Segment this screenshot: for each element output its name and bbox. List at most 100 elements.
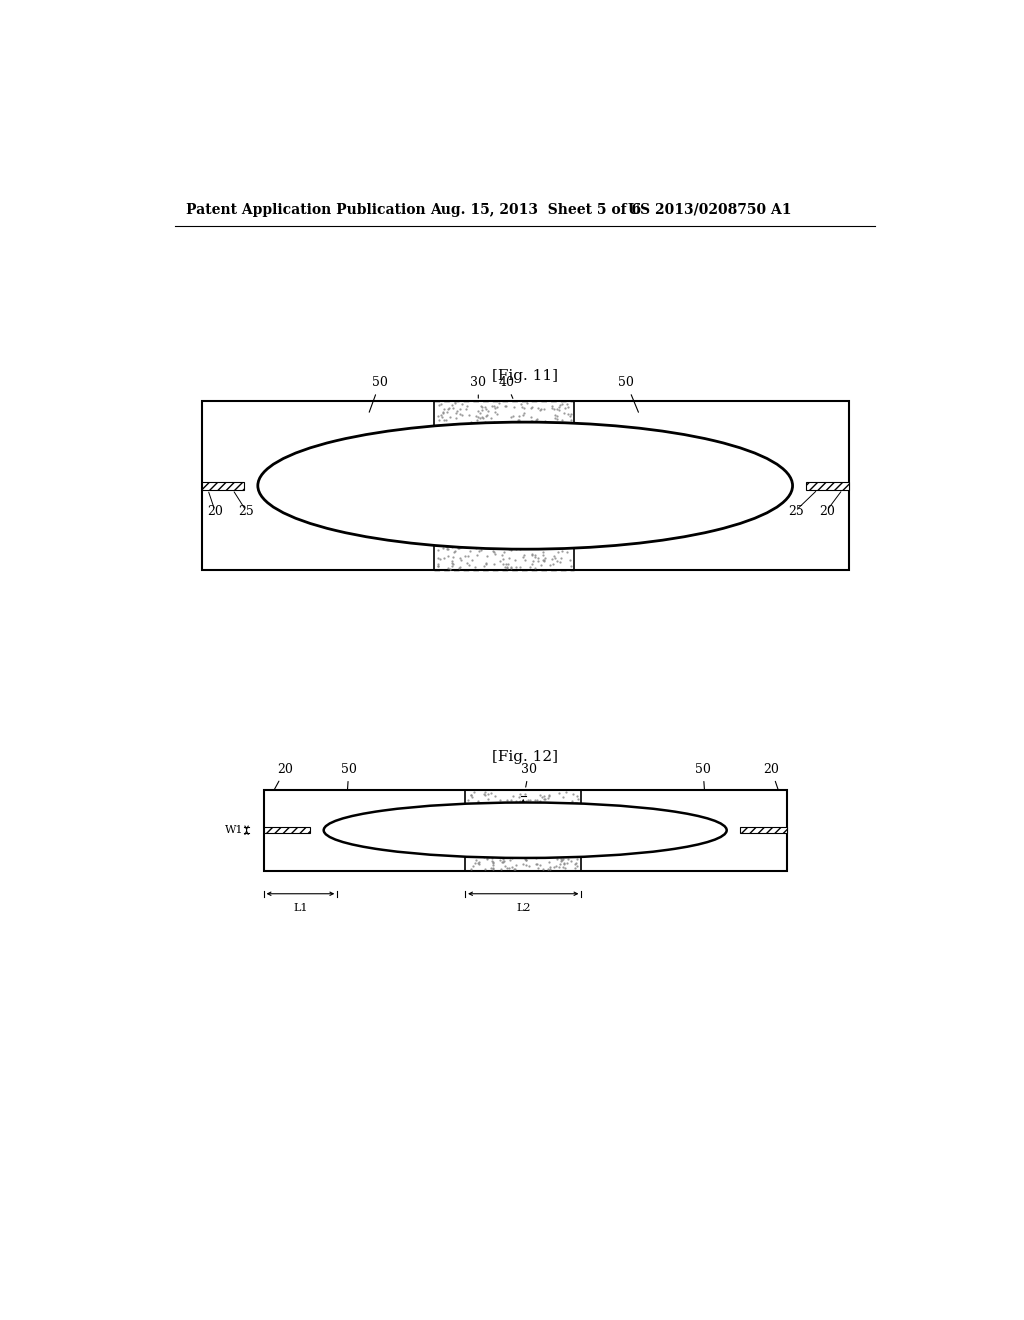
Point xyxy=(539,482,555,503)
Point xyxy=(527,817,544,838)
Point xyxy=(558,500,574,521)
Point xyxy=(538,510,554,531)
Point xyxy=(516,524,532,545)
Point xyxy=(497,855,513,876)
Point xyxy=(524,467,541,488)
Point xyxy=(536,843,552,865)
Point xyxy=(519,500,536,521)
Point xyxy=(469,544,485,565)
Point xyxy=(522,459,539,480)
Point xyxy=(450,459,466,480)
Point xyxy=(562,403,579,424)
Point xyxy=(504,807,520,828)
Point xyxy=(540,799,556,820)
Point xyxy=(539,459,555,480)
Bar xyxy=(202,401,849,570)
Point xyxy=(551,781,567,803)
Point xyxy=(449,462,465,483)
Point xyxy=(470,851,486,873)
Point xyxy=(475,513,492,535)
Point xyxy=(530,791,547,812)
Point xyxy=(562,510,579,531)
Point xyxy=(432,549,449,570)
Point xyxy=(504,512,520,533)
Point xyxy=(549,519,565,540)
Point xyxy=(504,473,520,494)
Point xyxy=(480,521,497,543)
Point xyxy=(509,507,525,528)
Point xyxy=(534,516,550,537)
Point xyxy=(440,496,457,517)
Point xyxy=(476,842,493,863)
Point xyxy=(515,517,531,539)
Point xyxy=(490,447,507,469)
Point xyxy=(502,516,518,537)
Point xyxy=(540,467,556,488)
Point xyxy=(457,504,473,525)
Point xyxy=(559,396,575,417)
Point xyxy=(520,812,537,833)
Point xyxy=(550,437,566,458)
Point xyxy=(483,796,500,817)
Point xyxy=(553,812,569,833)
Point xyxy=(492,841,508,862)
Point xyxy=(439,536,456,557)
Point xyxy=(487,422,504,444)
Point xyxy=(474,451,490,473)
Point xyxy=(476,846,493,867)
Point xyxy=(521,834,538,855)
Point xyxy=(561,812,578,833)
Point xyxy=(476,816,493,837)
Point xyxy=(565,805,582,826)
Point xyxy=(554,537,570,558)
Point xyxy=(483,850,500,871)
Point xyxy=(455,437,471,458)
Point xyxy=(498,458,514,479)
Point xyxy=(521,488,538,510)
Point xyxy=(431,499,447,520)
Point xyxy=(563,430,580,451)
Point xyxy=(469,529,485,550)
Point xyxy=(547,820,563,841)
Point xyxy=(511,816,527,837)
Point xyxy=(505,858,521,879)
Point xyxy=(518,463,535,484)
Point xyxy=(440,491,457,512)
Point xyxy=(476,396,493,417)
Point xyxy=(444,395,461,416)
Point xyxy=(525,843,542,865)
Point xyxy=(464,425,480,446)
Point xyxy=(552,395,568,416)
Point xyxy=(432,470,449,491)
Point xyxy=(509,824,525,845)
Point xyxy=(532,429,549,450)
Point xyxy=(428,499,444,520)
Point xyxy=(540,845,556,866)
Point xyxy=(554,495,570,516)
Point xyxy=(537,455,553,477)
Point xyxy=(478,553,495,574)
Point xyxy=(511,525,527,546)
Point xyxy=(536,549,552,570)
Point xyxy=(492,550,508,572)
Point xyxy=(469,828,485,849)
Point xyxy=(540,858,556,879)
Point xyxy=(459,396,475,417)
Point xyxy=(457,545,473,566)
Point xyxy=(466,507,482,528)
Point xyxy=(440,453,457,474)
Point xyxy=(459,813,475,834)
Point xyxy=(471,512,487,533)
Point xyxy=(428,498,444,519)
Point xyxy=(513,528,529,549)
Point xyxy=(450,444,466,465)
Point xyxy=(537,789,553,810)
Point xyxy=(434,467,451,488)
Point xyxy=(490,420,507,441)
Point xyxy=(432,529,449,550)
Point xyxy=(507,821,523,842)
Point xyxy=(570,788,587,809)
Point xyxy=(502,420,518,441)
Point xyxy=(500,843,516,865)
Point xyxy=(449,455,465,477)
